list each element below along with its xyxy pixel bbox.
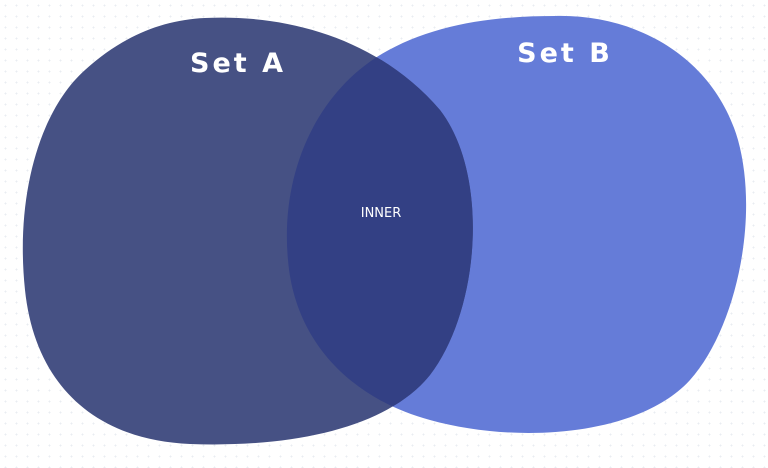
set-b-label: Set B	[517, 38, 613, 69]
intersection-region[interactable]	[286, 16, 746, 433]
intersection-label: INNER	[361, 206, 402, 221]
set-a-label: Set A	[190, 48, 286, 79]
